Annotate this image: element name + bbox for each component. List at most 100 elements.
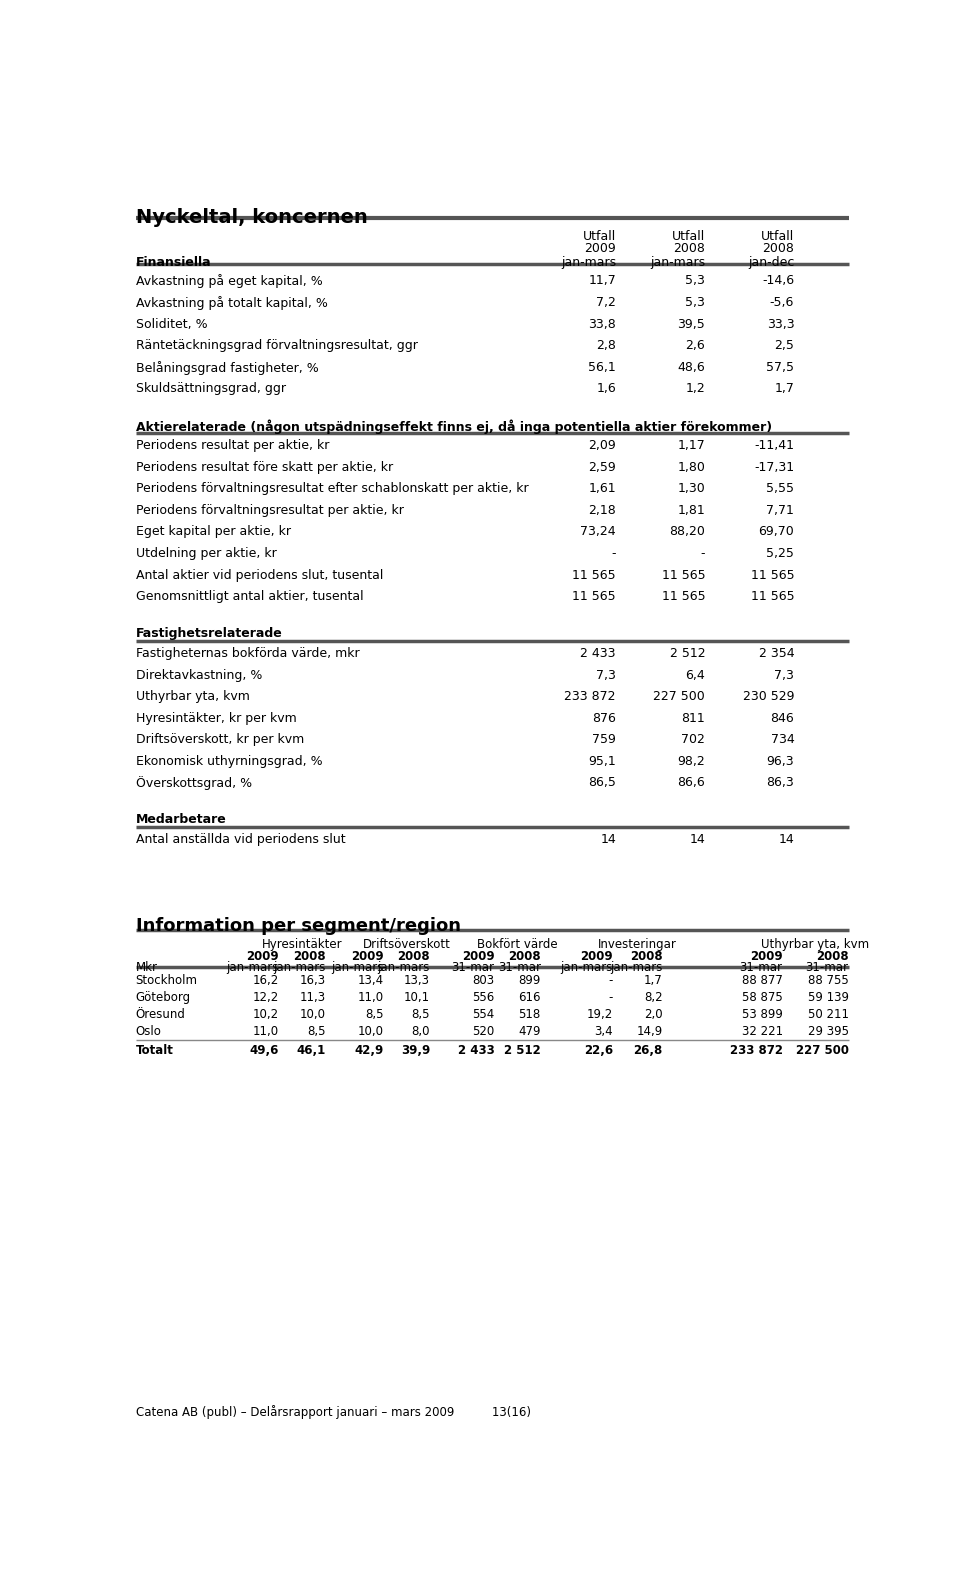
Text: 227 500: 227 500 (654, 690, 706, 703)
Text: 7,71: 7,71 (766, 504, 794, 516)
Text: Utfall: Utfall (672, 230, 706, 242)
Text: 2009: 2009 (580, 950, 612, 963)
Text: 31-mar: 31-mar (805, 961, 849, 974)
Text: 8,5: 8,5 (412, 1009, 430, 1022)
Text: 2,8: 2,8 (596, 340, 616, 352)
Text: Avkastning på eget kapital, %: Avkastning på eget kapital, % (135, 274, 323, 289)
Text: Utdelning per aktie, kr: Utdelning per aktie, kr (135, 547, 276, 559)
Text: 2,5: 2,5 (775, 340, 794, 352)
Text: 16,2: 16,2 (252, 974, 278, 987)
Text: Antal aktier vid periodens slut, tusental: Antal aktier vid periodens slut, tusenta… (135, 569, 383, 582)
Text: Fastigheternas bokförda värde, mkr: Fastigheternas bokförda värde, mkr (135, 647, 359, 660)
Text: Uthyrbar yta, kvm: Uthyrbar yta, kvm (135, 690, 250, 703)
Text: Eget kapital per aktie, kr: Eget kapital per aktie, kr (135, 526, 291, 539)
Text: 48,6: 48,6 (678, 360, 706, 373)
Text: 1,81: 1,81 (678, 504, 706, 516)
Text: 11,0: 11,0 (252, 1025, 278, 1038)
Text: 2 433: 2 433 (458, 1044, 494, 1057)
Text: 2,59: 2,59 (588, 461, 616, 473)
Text: 2008: 2008 (630, 950, 662, 963)
Text: 98,2: 98,2 (678, 756, 706, 768)
Text: Ekonomisk uthyrningsgrad, %: Ekonomisk uthyrningsgrad, % (135, 756, 323, 768)
Text: Driftsöverskott: Driftsöverskott (363, 939, 450, 952)
Text: Bokfört värde: Bokfört värde (477, 939, 558, 952)
Text: Periodens förvaltningsresultat efter schablonskatt per aktie, kr: Periodens förvaltningsresultat efter sch… (135, 483, 528, 496)
Text: Utfall: Utfall (583, 230, 616, 242)
Text: 11,0: 11,0 (357, 991, 383, 1004)
Text: 2009: 2009 (462, 950, 494, 963)
Text: 39,9: 39,9 (400, 1044, 430, 1057)
Text: 7,3: 7,3 (775, 668, 794, 682)
Text: 2008: 2008 (762, 242, 794, 255)
Text: 22,6: 22,6 (584, 1044, 612, 1057)
Text: 95,1: 95,1 (588, 756, 616, 768)
Text: Totalt: Totalt (135, 1044, 174, 1057)
Text: 2009: 2009 (750, 950, 782, 963)
Text: 10,1: 10,1 (404, 991, 430, 1004)
Text: 1,6: 1,6 (596, 383, 616, 395)
Text: 2008: 2008 (508, 950, 540, 963)
Text: 86,5: 86,5 (588, 776, 616, 789)
Text: 11,3: 11,3 (300, 991, 325, 1004)
Text: 2,0: 2,0 (644, 1009, 662, 1022)
Text: Finansiella: Finansiella (135, 257, 211, 269)
Text: 10,2: 10,2 (252, 1009, 278, 1022)
Text: 876: 876 (592, 713, 616, 725)
Text: Genomsnittligt antal aktier, tusental: Genomsnittligt antal aktier, tusental (135, 590, 363, 603)
Text: 11 565: 11 565 (751, 590, 794, 603)
Text: Stockholm: Stockholm (135, 974, 198, 987)
Text: 57,5: 57,5 (766, 360, 794, 373)
Text: 53 899: 53 899 (742, 1009, 782, 1022)
Text: Överskottsgrad, %: Överskottsgrad, % (135, 776, 252, 791)
Text: Information per segment/region: Information per segment/region (135, 917, 461, 934)
Text: 14: 14 (779, 834, 794, 846)
Text: -5,6: -5,6 (770, 296, 794, 309)
Text: 39,5: 39,5 (678, 317, 706, 330)
Text: 2,6: 2,6 (685, 340, 706, 352)
Text: 556: 556 (472, 991, 494, 1004)
Text: Avkastning på totalt kapital, %: Avkastning på totalt kapital, % (135, 296, 327, 309)
Text: 233 872: 233 872 (564, 690, 616, 703)
Text: 33,8: 33,8 (588, 317, 616, 330)
Text: 2 354: 2 354 (758, 647, 794, 660)
Text: Uthyrbar yta, kvm: Uthyrbar yta, kvm (761, 939, 869, 952)
Text: Periodens resultat före skatt per aktie, kr: Periodens resultat före skatt per aktie,… (135, 461, 393, 473)
Text: 2 433: 2 433 (581, 647, 616, 660)
Text: Skuldsättningsgrad, ggr: Skuldsättningsgrad, ggr (135, 383, 285, 395)
Text: Mkr: Mkr (135, 961, 157, 974)
Text: 811: 811 (682, 713, 706, 725)
Text: 49,6: 49,6 (250, 1044, 278, 1057)
Text: -17,31: -17,31 (755, 461, 794, 473)
Text: 803: 803 (472, 974, 494, 987)
Text: 42,9: 42,9 (354, 1044, 383, 1057)
Text: 5,25: 5,25 (766, 547, 794, 559)
Text: -: - (609, 974, 612, 987)
Text: Driftsöverskott, kr per kvm: Driftsöverskott, kr per kvm (135, 733, 303, 746)
Text: Utfall: Utfall (761, 230, 794, 242)
Text: 46,1: 46,1 (296, 1044, 325, 1057)
Text: 2 512: 2 512 (669, 647, 706, 660)
Text: jan-mars: jan-mars (273, 961, 325, 974)
Text: 3,4: 3,4 (594, 1025, 612, 1038)
Text: 11 565: 11 565 (661, 590, 706, 603)
Text: 11 565: 11 565 (572, 590, 616, 603)
Text: Periodens förvaltningsresultat per aktie, kr: Periodens förvaltningsresultat per aktie… (135, 504, 403, 516)
Text: jan-mars: jan-mars (561, 961, 612, 974)
Text: Räntetäckningsgrad förvaltningsresultat, ggr: Räntetäckningsgrad förvaltningsresultat,… (135, 340, 418, 352)
Text: 14: 14 (689, 834, 706, 846)
Text: 2008: 2008 (673, 242, 706, 255)
Text: 899: 899 (518, 974, 540, 987)
Text: Oslo: Oslo (135, 1025, 161, 1038)
Text: 227 500: 227 500 (796, 1044, 849, 1057)
Text: 26,8: 26,8 (634, 1044, 662, 1057)
Text: 31-mar: 31-mar (451, 961, 494, 974)
Text: 230 529: 230 529 (743, 690, 794, 703)
Text: 12,2: 12,2 (252, 991, 278, 1004)
Text: 518: 518 (518, 1009, 540, 1022)
Text: 33,3: 33,3 (767, 317, 794, 330)
Text: 1,80: 1,80 (677, 461, 706, 473)
Text: 2009: 2009 (350, 950, 383, 963)
Text: 520: 520 (472, 1025, 494, 1038)
Text: 734: 734 (771, 733, 794, 746)
Text: 8,0: 8,0 (412, 1025, 430, 1038)
